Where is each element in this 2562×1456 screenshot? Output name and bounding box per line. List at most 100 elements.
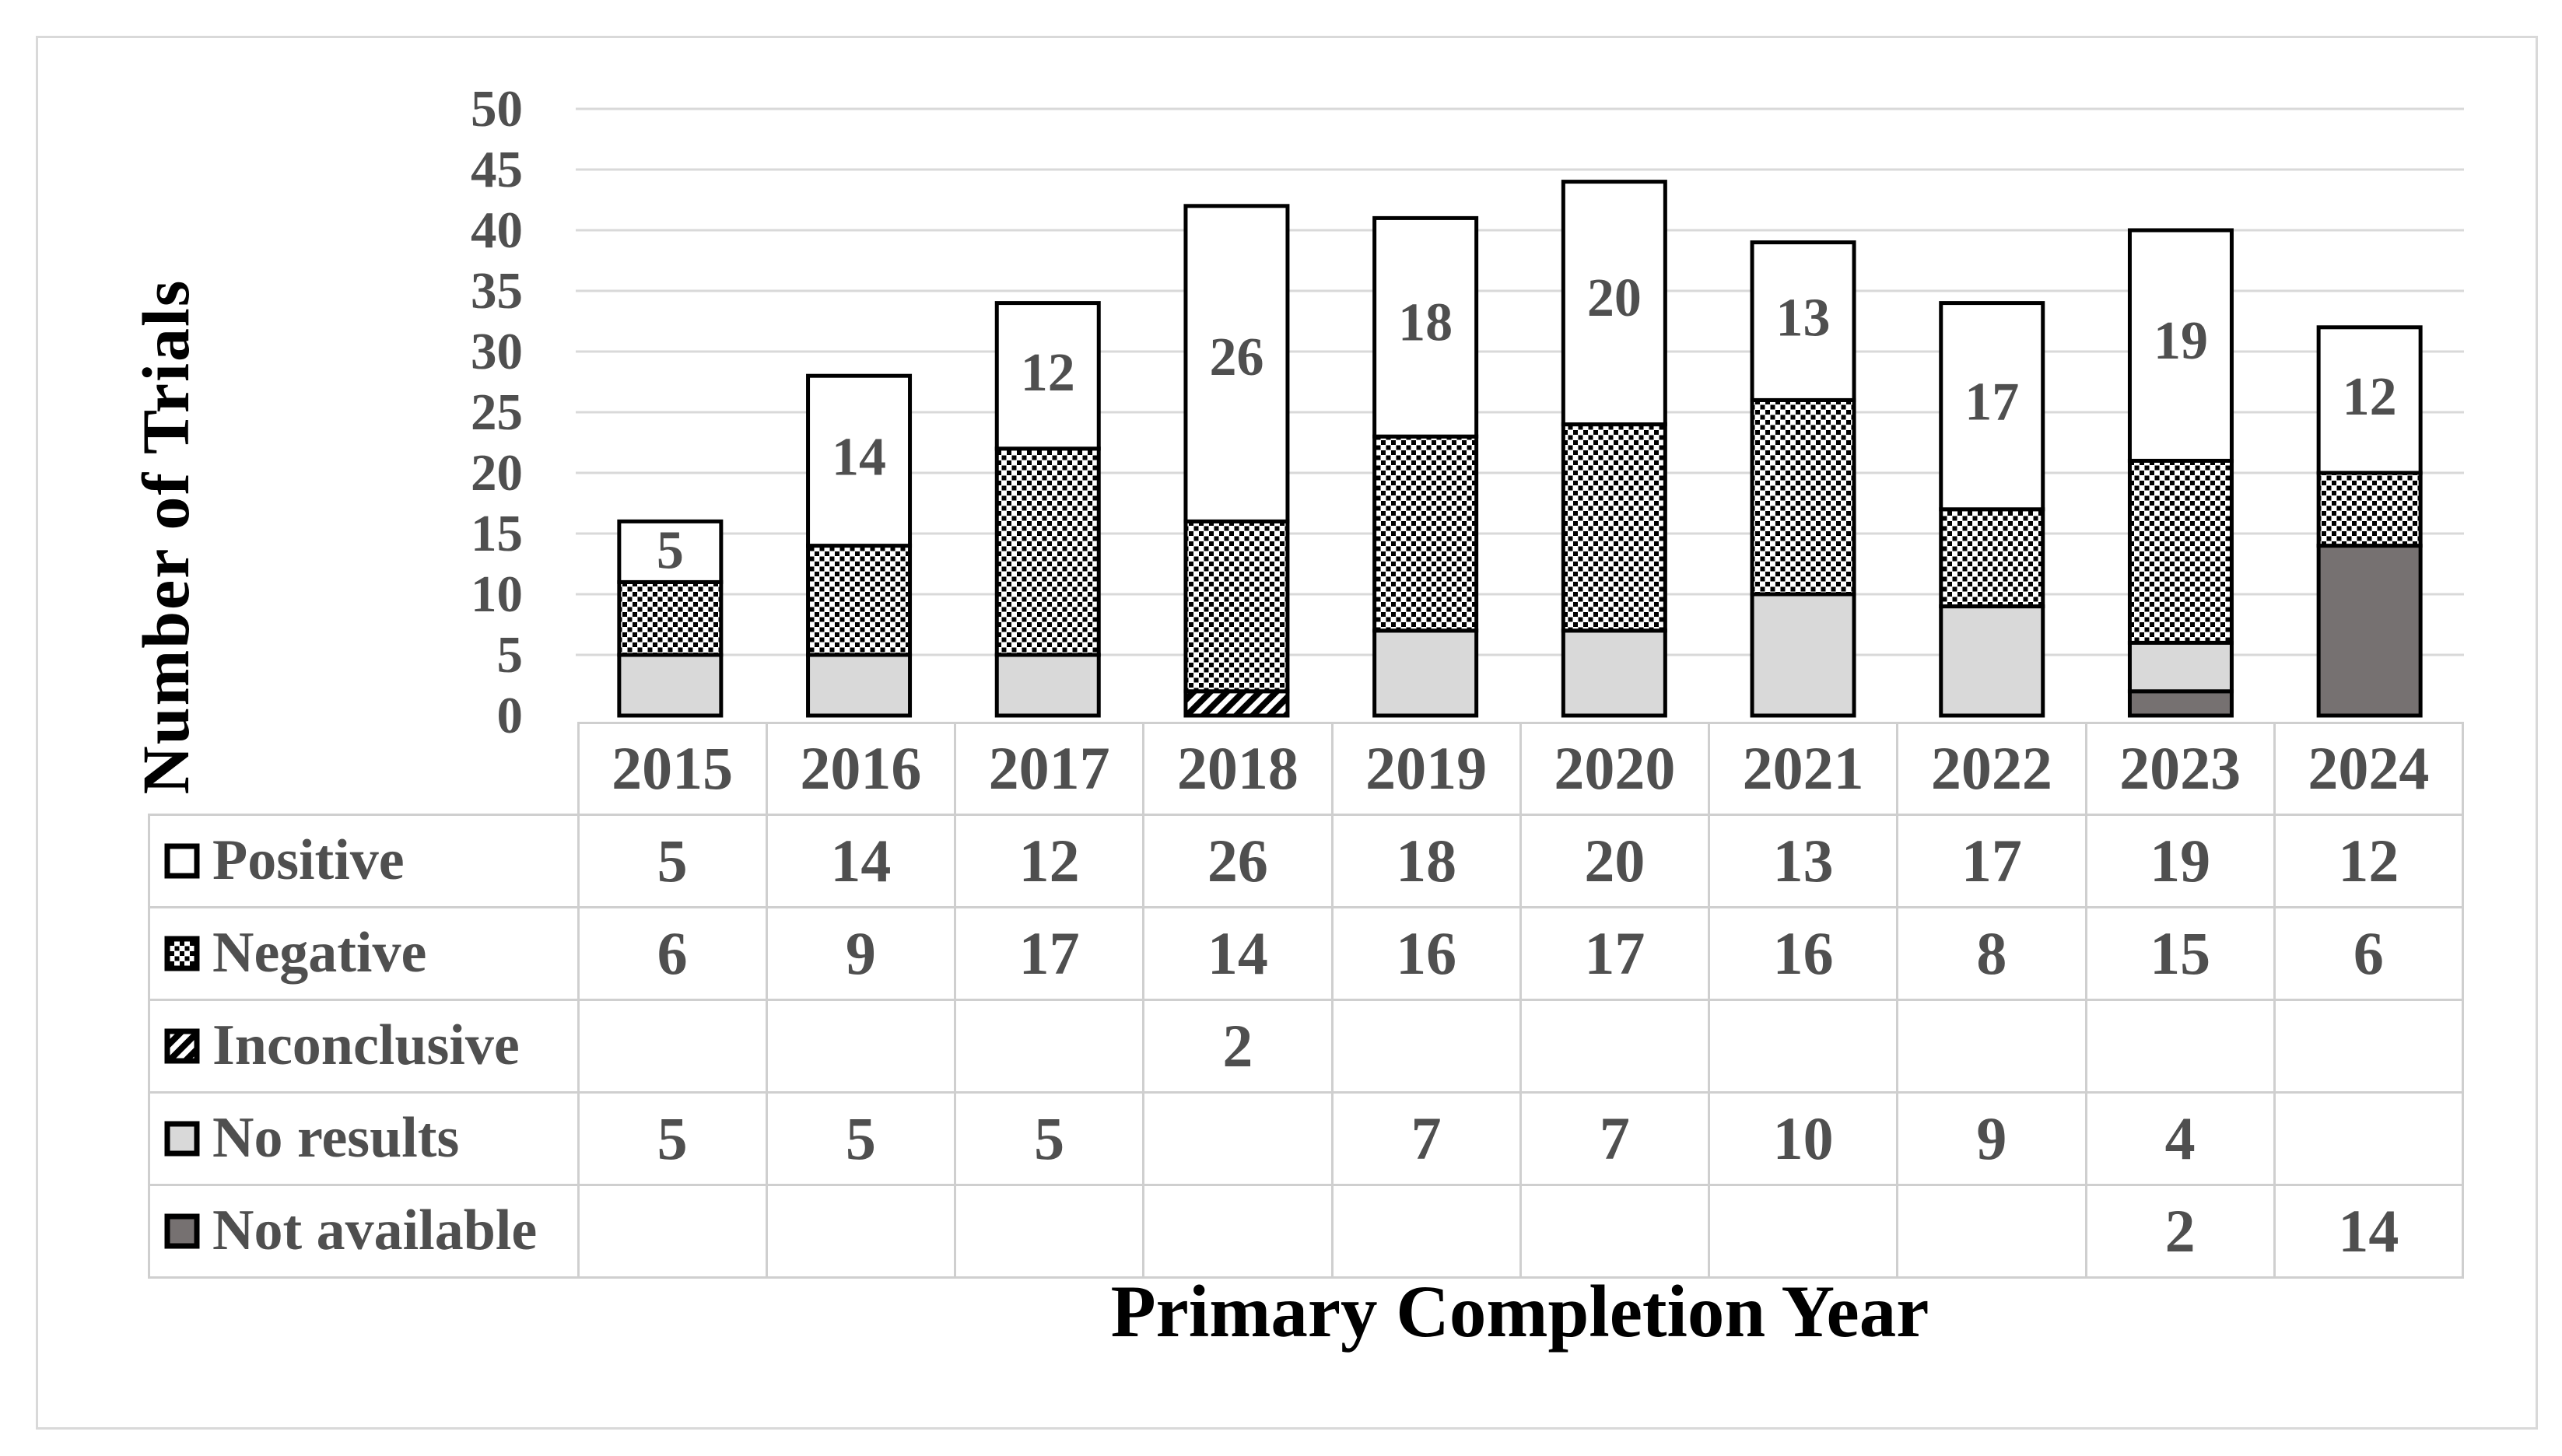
year-header-2022: 2022 [1896,722,2087,816]
inconclusive-swatch-rect [164,1028,200,1063]
bar-segment-2016-negative [806,544,913,657]
bar-value-label-2017: 12 [1021,343,1075,403]
cell-positive-2021: 13 [1707,813,1899,908]
positive-swatch-rect [164,843,200,878]
bar-segment-2022-negative [1939,507,2045,609]
cell-negative-2021: 16 [1707,905,1899,1001]
cell-negative-2019: 16 [1330,905,1522,1001]
bar-value-label-2023: 19 [2154,311,2208,371]
y-tick-label-20: 20 [471,444,523,502]
cell-negative-2018: 14 [1142,905,1334,1001]
bar-segment-2018-negative [1183,519,1290,694]
year-header-2017: 2017 [953,722,1145,816]
cell-no-results-2016: 5 [765,1090,957,1186]
cell-positive-2018: 26 [1142,813,1334,908]
cell-inconclusive-2019 [1330,998,1522,1094]
year-header-2018: 2018 [1142,722,1334,816]
legend-entry-negative: Negative [151,920,576,986]
cell-positive-2015: 5 [577,813,768,908]
bar-segment-2020-no-results [1561,628,1667,718]
legend-label-inconclusive: Inconclusive [212,1013,520,1077]
year-header-2016: 2016 [765,722,957,816]
legend-entry-positive: Positive [151,828,576,894]
x-axis-title: Primary Completion Year [1110,1270,1929,1353]
bar-segment-2015-positive [617,519,724,584]
y-tick-label-10: 10 [471,565,523,623]
cell-no-results-2017: 5 [953,1090,1145,1186]
cell-no-results-2023: 4 [2084,1090,2276,1186]
legend-cell-not-available: Not available [148,1183,580,1279]
bar-segment-2015-negative [617,579,724,657]
cell-no-results-2015: 5 [577,1090,768,1186]
cell-not-available-2016 [765,1183,957,1279]
cell-not-available-2020 [1519,1183,1711,1279]
no-results-swatch-icon [164,1121,200,1156]
legend-label-negative: Negative [212,921,427,985]
cell-not-available-2023: 2 [2084,1183,2276,1279]
y-tick-label-25: 25 [471,383,523,441]
bar-value-label-2022: 17 [1964,372,2019,432]
cell-positive-2017: 12 [953,813,1145,908]
year-header-2015: 2015 [577,722,768,816]
cell-not-available-2024: 14 [2273,1183,2465,1279]
bar-value-label-2016: 14 [832,428,886,488]
table-row-not-available: Not available 2 14 [148,1183,2465,1279]
not-available-swatch-rect [164,1213,200,1248]
legend-entry-not-available: Not available [151,1198,576,1264]
cell-inconclusive-2022 [1896,998,2087,1094]
legend-entry-no-results: No results [151,1105,576,1171]
cell-inconclusive-2017 [953,998,1145,1094]
cell-no-results-2024 [2273,1090,2465,1186]
bar-segment-2023-positive [2127,228,2234,463]
year-header-row: 2015 2016 2017 2018 2019 2020 2021 2022 2023 2024 [149,722,2465,816]
y-tick-label-50: 50 [471,80,523,138]
bar-segment-2022-positive [1939,301,2045,512]
positive-swatch-icon [164,843,200,878]
bar-segment-2023-not-available [2127,689,2234,718]
bar-segment-2016-positive [806,373,913,548]
cell-negative-2016: 9 [765,905,957,1001]
cell-positive-2016: 14 [765,813,957,908]
cell-positive-2019: 18 [1330,813,1522,908]
cell-not-available-2018 [1142,1183,1334,1279]
y-axis-title: Number of Trials [128,278,203,795]
bar-segment-2021-no-results [1750,592,1856,718]
table-row-no-results: No results 5 5 5 7 7 10 9 4 [148,1090,2465,1186]
y-tick-label-0: 0 [497,687,524,744]
cell-inconclusive-2020 [1519,998,1711,1094]
cell-not-available-2021 [1707,1183,1899,1279]
bar-segment-2020-positive [1561,180,1667,427]
y-tick-label-35: 35 [471,262,523,320]
bar-segment-2019-no-results [1372,628,1479,718]
bar-segment-2023-negative [2127,458,2234,645]
cell-negative-2024: 6 [2273,905,2465,1001]
legend-cell-inconclusive: Inconclusive [148,998,580,1094]
cell-positive-2023: 19 [2084,813,2276,908]
y-tick-label-45: 45 [471,141,523,198]
legend-label-no-results: No results [212,1106,460,1170]
bar-segment-2024-not-available [2316,544,2423,718]
cell-no-results-2019: 7 [1330,1090,1522,1186]
legend-cell-negative: Negative [148,905,580,1001]
table-row-inconclusive: Inconclusive 2 [148,998,2465,1094]
bar-segment-2022-no-results [1939,604,2045,718]
cell-negative-2017: 17 [953,905,1145,1001]
bar-segment-2023-no-results [2127,640,2234,694]
bar-value-label-2018: 26 [1209,327,1263,387]
cell-positive-2020: 20 [1519,813,1711,908]
cell-inconclusive-2021 [1707,998,1899,1094]
bar-segment-2015-no-results [617,653,724,718]
bar-segment-2021-positive [1750,240,1856,402]
negative-swatch-rect [164,936,200,971]
year-header-2019: 2019 [1330,722,1522,816]
legend-entry-inconclusive: Inconclusive [151,1013,576,1079]
cell-no-results-2020: 7 [1519,1090,1711,1186]
no-results-swatch-rect [164,1121,200,1156]
year-header-2020: 2020 [1519,722,1711,816]
legend-label-positive: Positive [212,828,405,892]
legend-cell-positive: Positive [148,813,580,908]
bar-value-label-2019: 18 [1398,293,1453,353]
bar-segment-2024-negative [2316,471,2423,548]
cell-negative-2020: 17 [1519,905,1711,1001]
